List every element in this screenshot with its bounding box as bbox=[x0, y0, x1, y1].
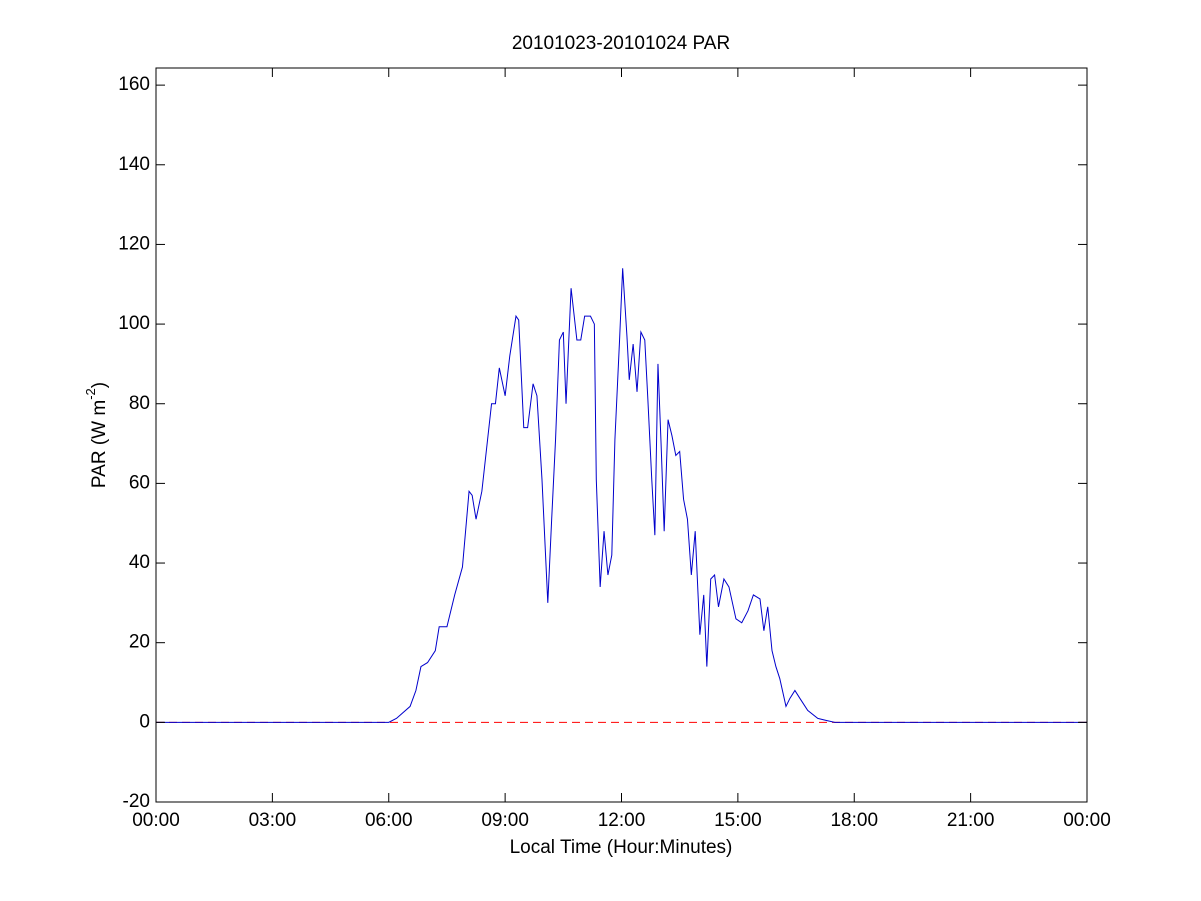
y-tick-label: 100 bbox=[118, 313, 150, 334]
y-tick-label: 160 bbox=[118, 74, 150, 95]
x-tick-label: 00:00 bbox=[1063, 810, 1111, 831]
y-tick-label: 140 bbox=[118, 154, 150, 175]
y-tick-label: 120 bbox=[118, 233, 150, 254]
y-axis-label-text: PAR (W m bbox=[89, 400, 110, 488]
x-tick-label: 15:00 bbox=[714, 810, 762, 831]
y-tick-label: 20 bbox=[129, 632, 150, 653]
x-axis-label: Local Time (Hour:Minutes) bbox=[510, 837, 733, 858]
x-tick-label: 09:00 bbox=[481, 810, 529, 831]
x-tick-label: 12:00 bbox=[598, 810, 646, 831]
y-axis-label-sup: -2 bbox=[83, 388, 98, 400]
x-tick-label: 18:00 bbox=[830, 810, 878, 831]
x-tick-label: 21:00 bbox=[947, 810, 995, 831]
y-tick-label: 0 bbox=[139, 711, 150, 732]
data-line bbox=[156, 268, 1087, 723]
chart-title: 20101023-20101024 PAR bbox=[512, 33, 730, 54]
y-tick-label: -20 bbox=[123, 791, 150, 812]
y-tick-label: 60 bbox=[129, 472, 150, 493]
y-axis-label-text: ) bbox=[89, 382, 110, 388]
x-tick-label: 06:00 bbox=[365, 810, 413, 831]
y-axis-label: PAR (W m-2) bbox=[83, 382, 110, 488]
x-tick-label: 00:00 bbox=[132, 810, 180, 831]
y-tick-label: 80 bbox=[129, 393, 150, 414]
y-tick-label: 40 bbox=[129, 552, 150, 573]
x-tick-label: 03:00 bbox=[249, 810, 297, 831]
